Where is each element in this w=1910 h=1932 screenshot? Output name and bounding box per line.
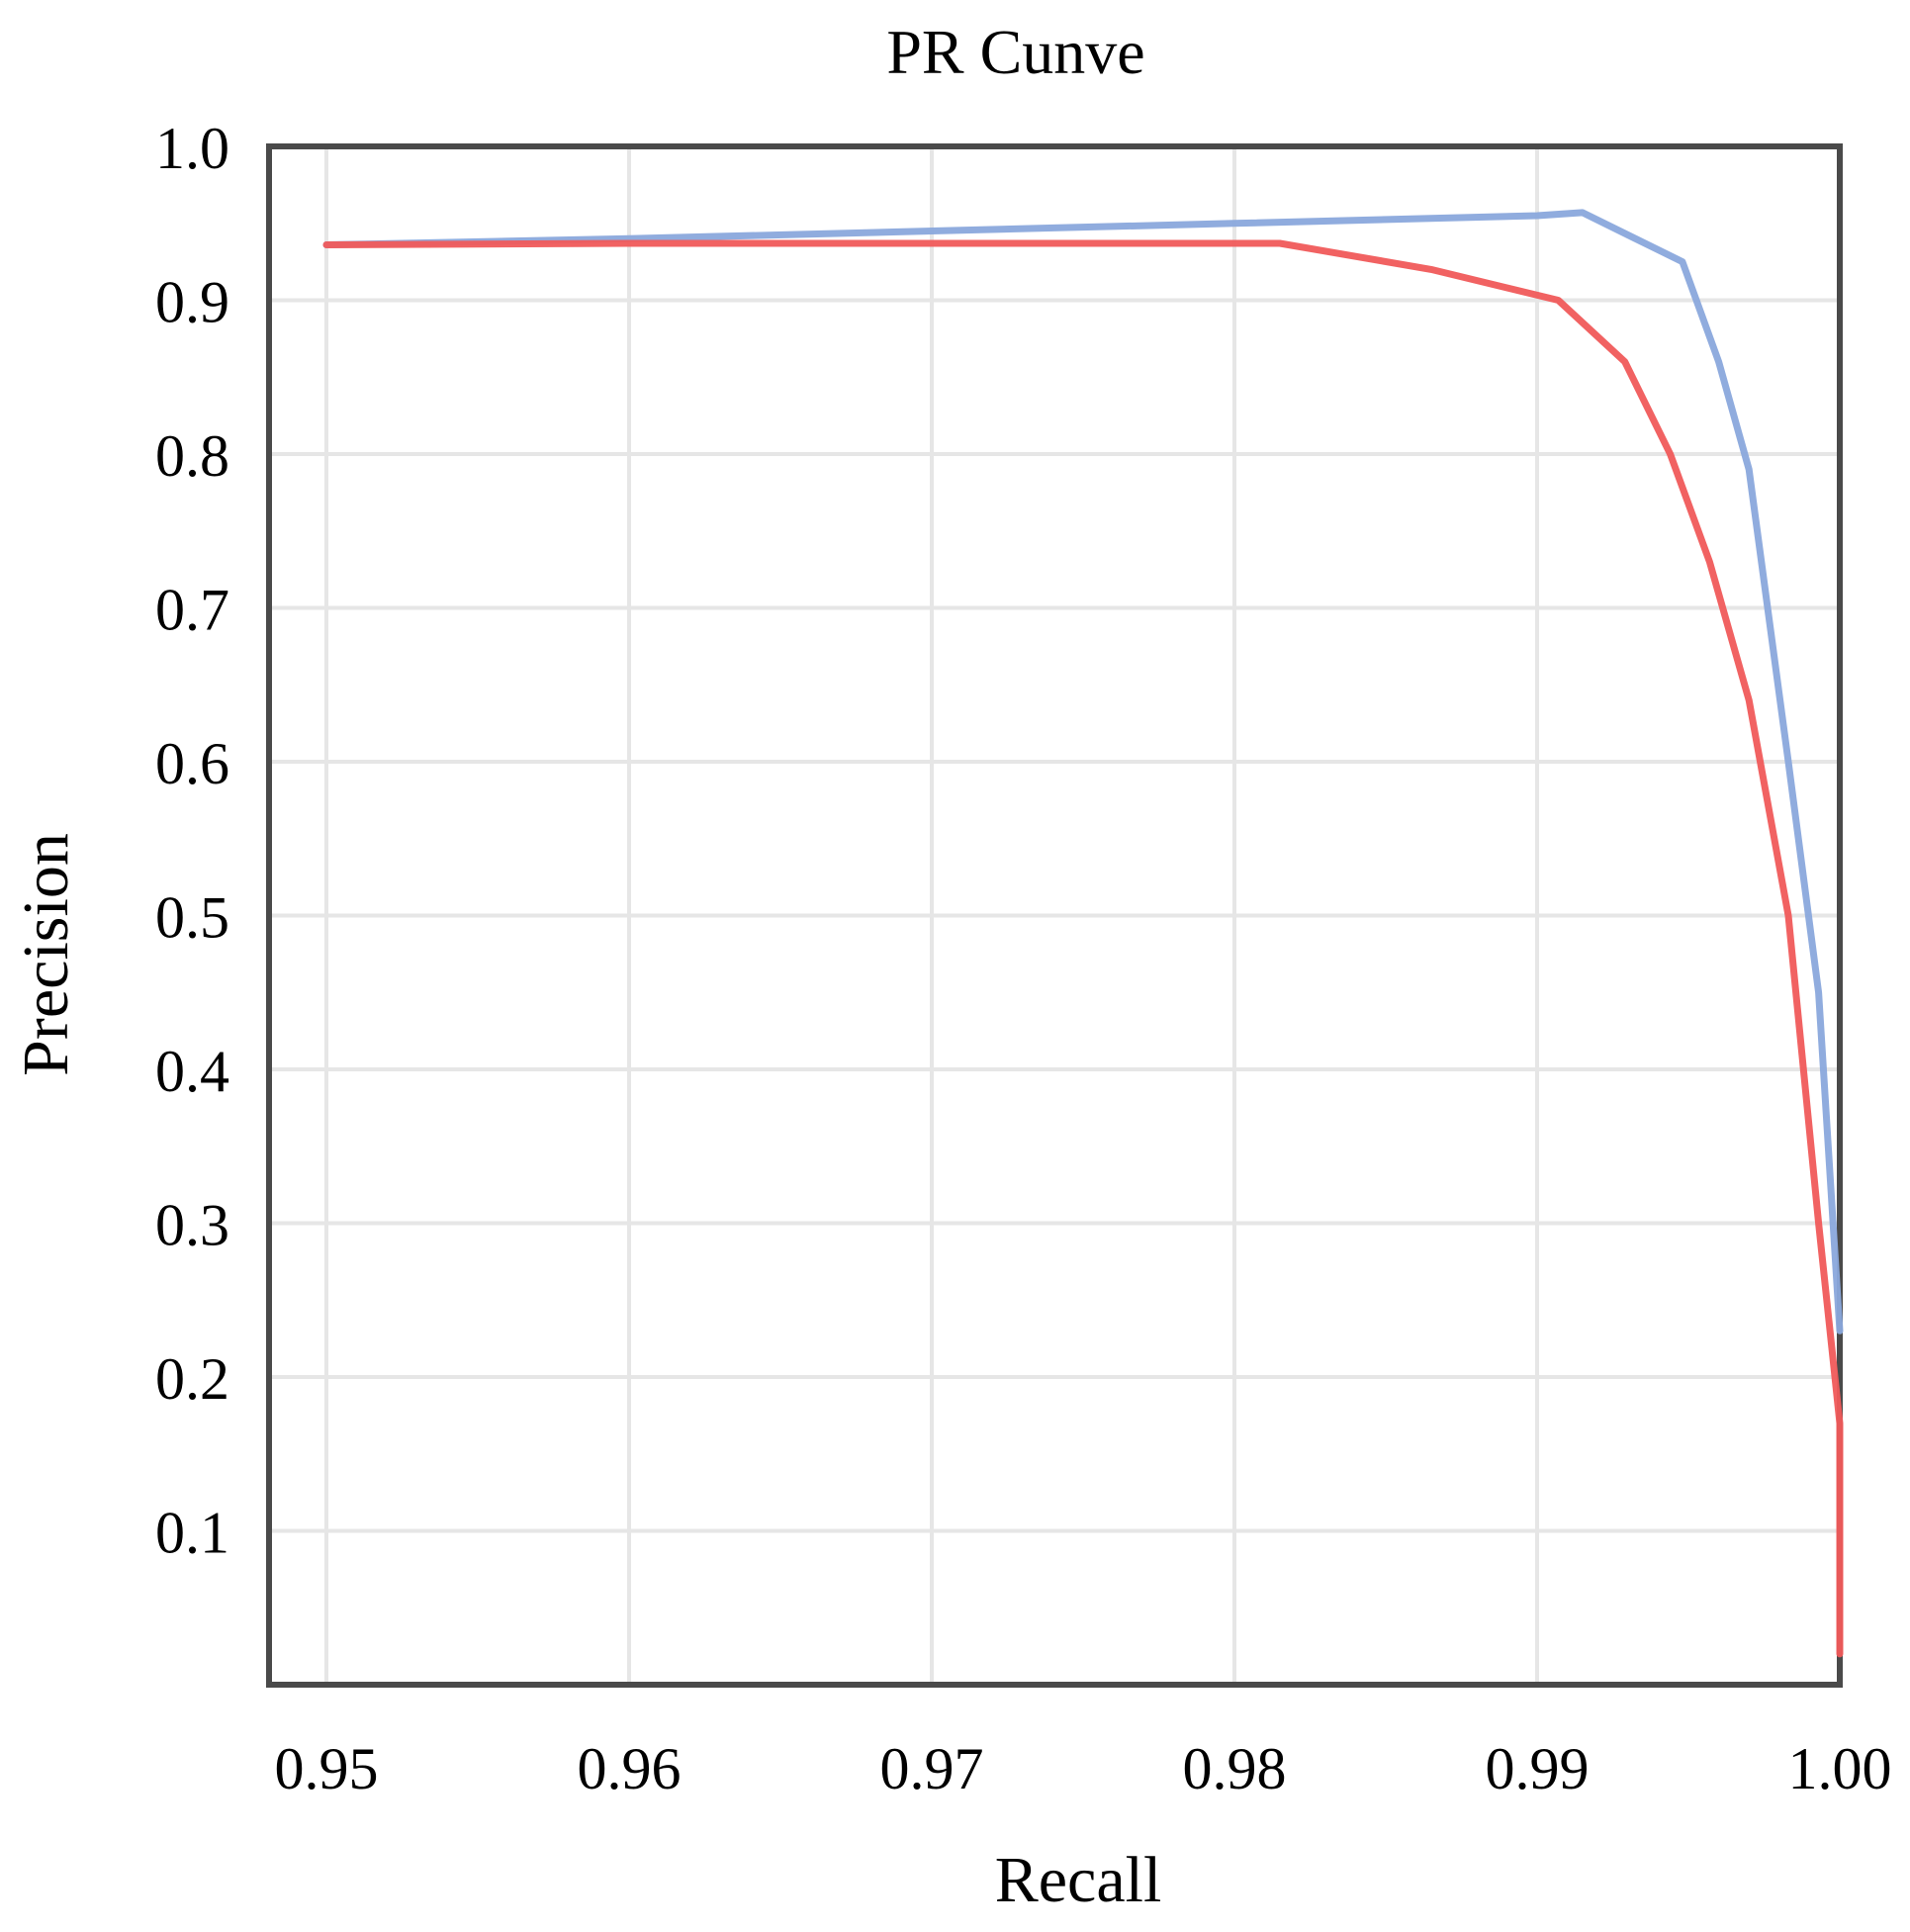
y-tick-label: 0.5	[155, 885, 229, 951]
x-tick-label: 1.00	[1788, 1736, 1892, 1801]
x-tick-label: 0.96	[578, 1736, 682, 1801]
y-tick-label: 0.7	[155, 578, 229, 643]
y-tick-label: 0.6	[155, 731, 229, 796]
y-tick-label: 0.9	[155, 270, 229, 335]
series-layer	[322, 209, 1844, 1658]
x-axis-ticks: 0.95 0.96 0.97 0.98 0.99 1.00	[275, 1736, 1892, 1801]
y-tick-label: 0.4	[155, 1039, 229, 1104]
y-tick-label: 0.1	[155, 1501, 229, 1566]
x-tick-label: 0.98	[1183, 1736, 1287, 1801]
x-tick-label: 0.97	[880, 1736, 984, 1801]
chart-title: PR Cunve	[886, 17, 1144, 87]
y-tick-label: 0.8	[155, 423, 229, 489]
x-tick-label: 0.95	[275, 1736, 379, 1801]
series-line-2	[322, 239, 1844, 1658]
x-tick-label: 0.99	[1486, 1736, 1590, 1801]
y-axis-ticks: 0.1 0.2 0.3 0.4 0.5 0.6 0.7 0.8 0.9 1.0	[155, 116, 229, 1566]
plot-frame	[266, 143, 1843, 1688]
series-line-1	[322, 209, 1844, 1334]
y-tick-label: 1.0	[155, 116, 229, 181]
y-axis-label: Precision	[10, 833, 82, 1076]
y-tick-label: 0.2	[155, 1346, 229, 1412]
y-tick-label: 0.3	[155, 1193, 229, 1258]
x-axis-label: Recall	[995, 1844, 1162, 1916]
